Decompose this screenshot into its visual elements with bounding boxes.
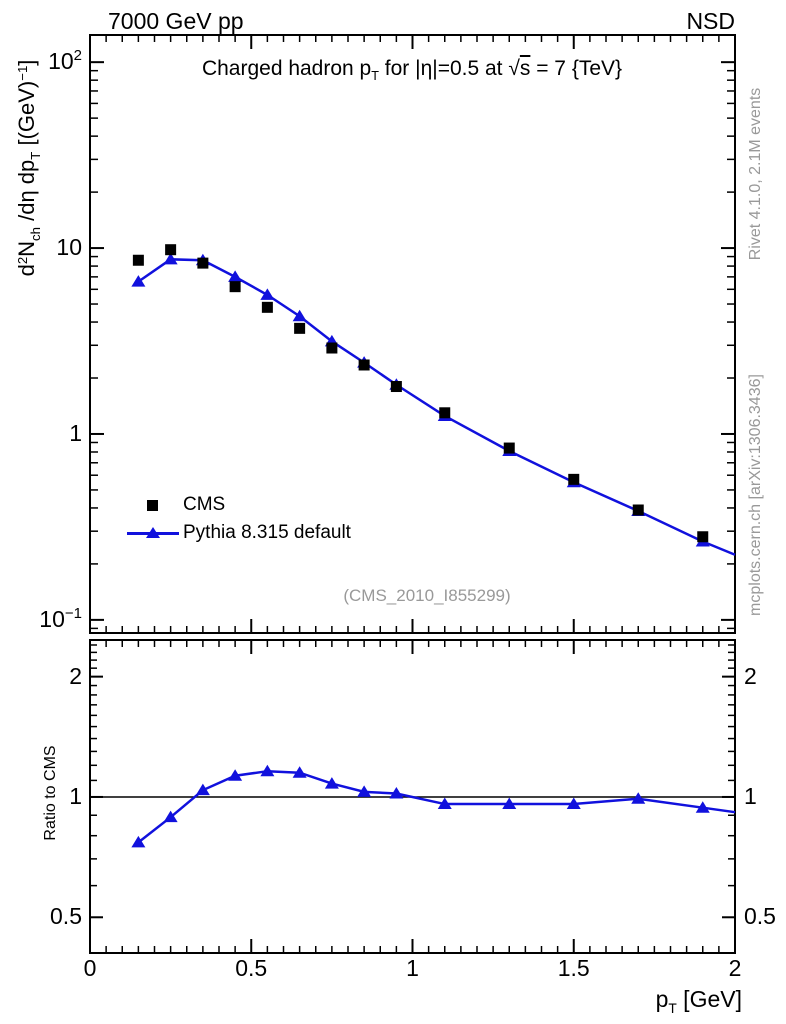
cms-data-point [229, 281, 241, 293]
y-tick-label-10: 10 [2, 234, 82, 261]
y-title-d: d [14, 264, 39, 277]
x-tick-label-2: 2 [728, 955, 742, 981]
ratio-tick-right-2: 2 [744, 662, 757, 689]
x-tick-label-1: 1 [406, 955, 419, 981]
mc-data-point [389, 787, 404, 799]
cms-data-point [261, 301, 273, 313]
y-tick-label-0p1: 10−1 [2, 604, 82, 633]
cms-data-point [358, 359, 370, 371]
mc-data-point [228, 769, 243, 781]
y-tick-exp: −1 [64, 604, 82, 622]
mc-series-ratio [131, 764, 736, 848]
cms-data-point [132, 254, 144, 266]
plot-title-sub: T [371, 69, 379, 84]
x-axis-ticks [89, 35, 736, 953]
mc-data-point [228, 270, 243, 282]
y-tick-base: 10 [56, 234, 82, 261]
legend-mc-triangle-marker [146, 527, 160, 538]
x-title-p: p [655, 986, 669, 1012]
x-axis-title: pT [GeV] [655, 986, 742, 1016]
main-y-axis-ticks [90, 61, 735, 630]
y-title-mid-sub: T [27, 151, 43, 160]
mc-data-point [292, 309, 307, 322]
mcplots-arxiv-note: mcplots.cern.ch [arXiv:1306.3436] [747, 374, 764, 616]
legend-cms-square-marker [147, 500, 158, 511]
ratio-tick-left-0p5: 0.5 [50, 903, 82, 930]
ratio-y-axis-ticks [90, 644, 735, 919]
sqrt-sign: √ [508, 57, 520, 80]
y-tick-base: 10 [39, 605, 65, 632]
mc-data-point [131, 275, 146, 287]
x-tick-label-1p5: 1.5 [557, 955, 590, 981]
event-class-label: NSD [686, 8, 735, 34]
mc-data-point [357, 785, 372, 797]
mc-data-point [502, 797, 517, 810]
x-tick-label-0: 0 [83, 955, 97, 981]
rivet-version-note: Rivet 4.1.0, 2.1M events [747, 87, 764, 261]
analysis-id-watermark: (CMS_2010_I855299) [343, 586, 511, 605]
cms-data-point [697, 531, 709, 543]
y-title-mid: /dη dp [14, 159, 39, 227]
x-tick-label-0p5: 0.5 [235, 955, 268, 981]
cms-data-point [390, 381, 402, 393]
legend-entry-pythia: Pythia 8.315 default [183, 522, 351, 543]
ratio-tick-left-2: 2 [69, 662, 82, 689]
x-title-sub: T [668, 1000, 677, 1016]
y-tick-label-100: 102 [2, 47, 82, 75]
mc-data-point [163, 810, 178, 823]
sqrt-arg: s [519, 57, 531, 80]
plot-title-text: Charged hadron p [201, 57, 372, 80]
mc-data-point [163, 252, 178, 265]
plot-title: Charged hadron pT for |η|=0.5 at √s = 7 … [0, 57, 786, 84]
y-tick-base: 10 [48, 48, 74, 75]
ratio-tick-right-0p5: 0.5 [744, 903, 776, 930]
cms-data-point [568, 473, 580, 485]
mc-data-point [260, 288, 275, 300]
mc-data-point [131, 835, 146, 848]
mc-data-point [566, 797, 581, 810]
cms-data-point [197, 257, 209, 269]
mc-data-point [260, 764, 275, 777]
y-tick-exp: 2 [73, 47, 82, 65]
ratio-tick-left-1: 1 [69, 782, 82, 809]
x-title-unit: [GeV] [676, 986, 742, 1012]
y-tick-base: 1 [69, 419, 82, 446]
mc-data-point [437, 797, 452, 810]
mc-data-point [195, 783, 210, 796]
cms-data-point [294, 322, 306, 334]
y-tick-label-1: 1 [2, 420, 82, 447]
ratio-tick-right-1: 1 [744, 782, 757, 809]
plot-title-text2: for |η|=0.5 at [378, 57, 509, 80]
cms-data-point [165, 244, 177, 256]
legend-entry-cms: CMS [183, 494, 226, 515]
cms-series-main [132, 244, 709, 543]
mc-data-point [631, 792, 646, 804]
cms-data-point [503, 442, 515, 454]
mc-data-point [695, 801, 710, 813]
mc-data-point [324, 777, 339, 789]
plot-title-text3: = 7 {TeV} [530, 57, 623, 80]
cms-data-point [326, 342, 338, 354]
cms-data-point [439, 407, 451, 419]
beam-energy-label: 7000 GeV pp [108, 8, 244, 34]
mc-data-point [292, 766, 307, 778]
cms-data-point [632, 504, 644, 516]
y-title-unit: [(GeV) [14, 80, 39, 152]
